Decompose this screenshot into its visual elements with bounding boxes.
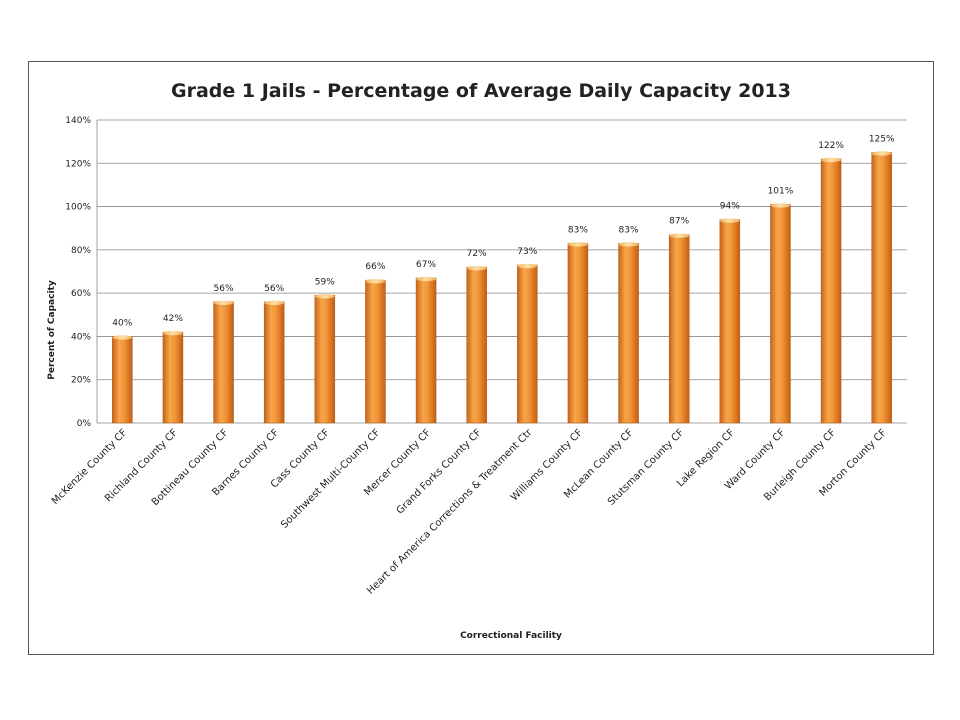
y-axis-title: Percent of Capacity [47, 280, 57, 380]
bar-body [567, 243, 589, 424]
y-axis-ticks: 0% 20% 40% 60% 80% 100% 120% 140% [65, 116, 91, 429]
bar-body [770, 204, 791, 424]
bar-body [466, 266, 487, 424]
data-label: 83% [568, 225, 588, 235]
y-tick-label: 100% [65, 203, 91, 213]
data-label: 56% [264, 284, 284, 294]
data-label: 40% [112, 318, 132, 328]
bar [112, 335, 133, 424]
bar-body [668, 234, 690, 424]
bar [466, 265, 487, 424]
data-label: 101% [768, 186, 794, 196]
bar [314, 294, 336, 424]
bar-cap [871, 151, 892, 156]
bar [365, 278, 386, 424]
bar-body [314, 295, 336, 424]
bar [213, 300, 234, 424]
bar-body [263, 301, 285, 424]
bar [820, 157, 842, 424]
category-label: Southwest Multi-County CF [279, 427, 383, 531]
bar-cap [365, 278, 386, 284]
y-tick-label: 40% [71, 332, 91, 342]
y-tick-label: 80% [71, 246, 91, 256]
data-label: 83% [619, 225, 639, 235]
data-label: 67% [416, 260, 436, 270]
bar-cap [112, 335, 133, 340]
bar-cap [669, 233, 690, 238]
bar-body [415, 277, 437, 424]
y-tick-label: 0% [77, 419, 92, 429]
bar-cap [466, 265, 487, 271]
bars [112, 151, 892, 424]
y-tick-label: 60% [71, 289, 91, 299]
data-label: 42% [163, 314, 183, 324]
bar [770, 203, 791, 424]
bar [719, 218, 741, 424]
bar [263, 300, 285, 424]
y-tick-label: 140% [65, 116, 91, 126]
bar-cap [213, 300, 234, 305]
bar-body [517, 264, 538, 424]
data-labels: 40% 42% 56% 56% 59% 66% 67% 72% 73% 83% 83% 87% 94% 1… [112, 134, 895, 328]
bar-body [112, 336, 133, 424]
data-label: 87% [669, 217, 689, 227]
y-tick-label: 20% [71, 376, 91, 386]
bar-cap [719, 218, 740, 223]
bar-cap [567, 242, 588, 247]
bar-body [213, 301, 234, 424]
y-tick-label: 120% [65, 159, 91, 169]
data-label: 56% [214, 284, 234, 294]
bar-cap [264, 300, 285, 305]
bar-body [365, 279, 386, 424]
x-axis-title: Correctional Facility [460, 631, 562, 641]
bar-cap [416, 276, 437, 282]
data-label: 73% [517, 247, 537, 257]
data-label: 94% [720, 202, 740, 212]
bar-cap [770, 203, 791, 208]
category-label: Grand Forks County CF [395, 427, 484, 516]
bar-cap [618, 242, 639, 247]
bar-body [719, 219, 741, 424]
bar [567, 242, 589, 424]
bar-cap [821, 157, 842, 163]
chart-svg: Grade 1 Jails - Percentage of Average Da… [47, 80, 907, 641]
bar-cap [162, 330, 183, 336]
bar-body [820, 158, 842, 424]
data-label: 72% [467, 249, 487, 259]
bar-body [162, 331, 184, 424]
bar-body [871, 152, 892, 424]
bar-body [618, 243, 639, 424]
data-label: 122% [818, 141, 844, 151]
bar [162, 330, 184, 424]
bar [415, 276, 437, 424]
bar-cap [314, 294, 335, 299]
bar [668, 233, 690, 424]
data-label: 59% [315, 277, 335, 287]
chart-frame: Grade 1 Jails - Percentage of Average Da… [28, 61, 934, 655]
data-label: 125% [869, 134, 895, 144]
bar [618, 242, 639, 424]
bar [517, 263, 538, 424]
bar [871, 151, 892, 424]
chart-title: Grade 1 Jails - Percentage of Average Da… [171, 80, 791, 102]
bar-cap [517, 263, 538, 269]
data-label: 66% [365, 262, 385, 272]
